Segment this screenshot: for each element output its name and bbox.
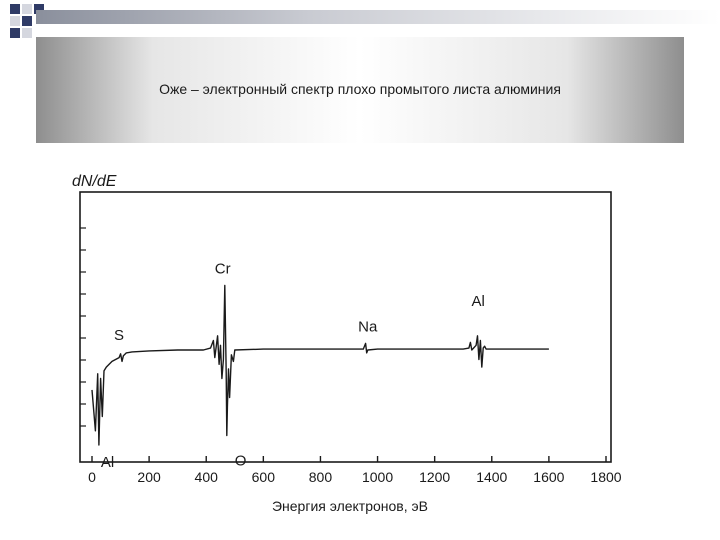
x-tick-label: 200	[137, 469, 161, 485]
decor-square	[10, 28, 20, 38]
plot-frame	[79, 191, 612, 463]
spectrum-line	[91, 284, 549, 446]
x-axis-label: Энергия электронов, эВ	[272, 498, 428, 514]
slide-title: Оже – электронный спектр плохо промытого…	[159, 81, 561, 97]
header-gradient-bar	[36, 10, 720, 24]
peak-label: Na	[358, 318, 378, 335]
decor-square	[10, 4, 20, 14]
decor-square	[34, 4, 44, 14]
peak-label: S	[114, 327, 124, 344]
peak-label: Al	[472, 293, 485, 310]
title-banner: Оже – электронный спектр плохо промытого…	[36, 37, 684, 143]
decor-square	[10, 16, 20, 26]
decor-square	[22, 28, 32, 38]
peak-label: O	[235, 453, 247, 470]
x-tick-label: 0	[88, 469, 96, 485]
peak-label: Al	[101, 454, 114, 471]
decor-square	[22, 16, 32, 26]
peak-annotations: Cr S Na Al O Al	[101, 260, 485, 471]
x-tick-label: 1200	[419, 469, 450, 485]
x-tick-label: 1800	[590, 469, 621, 485]
x-tick-label: 1600	[533, 469, 564, 485]
x-tick-label: 800	[309, 469, 333, 485]
x-tick-label: 400	[195, 469, 219, 485]
y-axis-label: dN/dE	[72, 173, 117, 190]
y-axis-ticks	[80, 227, 86, 427]
x-tick-label: 1400	[476, 469, 507, 485]
x-tick-label: 600	[252, 469, 276, 485]
x-tick-label: 1000	[362, 469, 393, 485]
decor-square	[22, 4, 32, 14]
x-axis-ticks: 0 200 400 600 800 1000 1200 1400 1600 1800	[88, 456, 622, 485]
peak-label: Cr	[215, 260, 231, 277]
